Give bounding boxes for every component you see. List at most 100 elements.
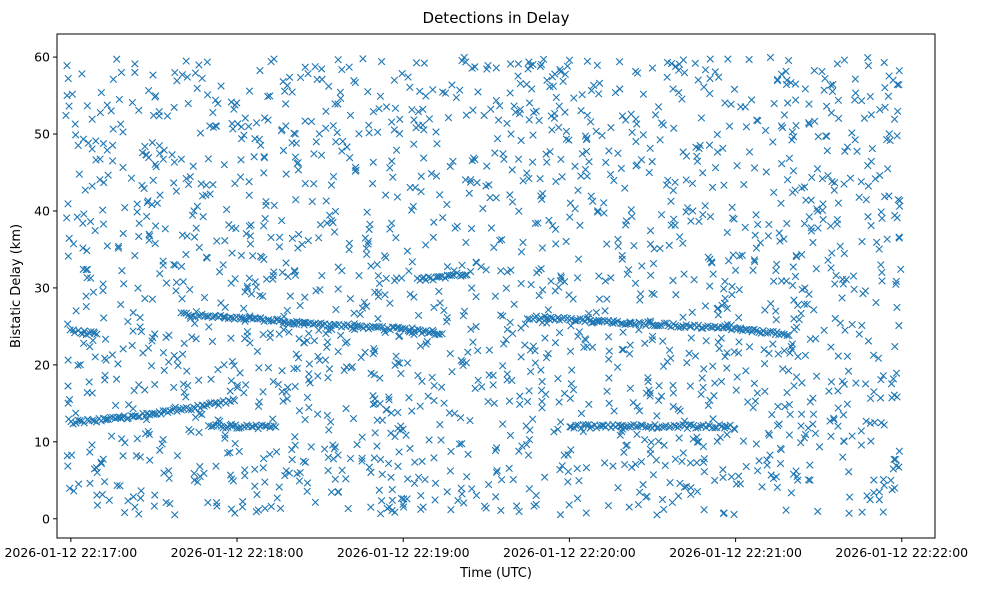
detection-point xyxy=(139,349,147,357)
detection-point xyxy=(503,325,512,334)
detection-point xyxy=(610,176,618,185)
detection-point xyxy=(529,131,537,139)
detection-point xyxy=(464,450,472,458)
detection-point xyxy=(294,166,303,174)
detection-point xyxy=(862,196,870,204)
detection-point xyxy=(467,325,475,334)
detection-point xyxy=(831,280,839,288)
detection-point xyxy=(188,211,197,219)
detection-point xyxy=(552,177,560,186)
detection-point xyxy=(222,424,230,432)
detection-point xyxy=(151,330,159,338)
detection-point xyxy=(104,171,112,179)
detection-point xyxy=(772,307,780,315)
detection-point xyxy=(633,69,642,77)
detection-point xyxy=(474,88,482,96)
detection-point xyxy=(853,147,861,156)
detection-point xyxy=(462,58,470,66)
detection-point xyxy=(766,327,775,336)
detection-point xyxy=(517,136,525,145)
detection-point xyxy=(410,140,418,148)
detection-point xyxy=(220,160,228,169)
detection-point xyxy=(517,353,525,361)
detection-point xyxy=(64,200,72,208)
detection-point xyxy=(547,277,555,285)
detection-point xyxy=(62,214,71,222)
detection-point xyxy=(284,272,292,281)
detection-point xyxy=(233,383,242,392)
detection-point xyxy=(618,251,626,260)
detection-point xyxy=(99,455,107,463)
detection-point xyxy=(547,313,555,322)
detection-point xyxy=(162,498,170,507)
detection-point xyxy=(313,410,322,418)
detection-point xyxy=(288,455,296,464)
detection-point xyxy=(728,291,736,299)
detection-point xyxy=(227,377,236,385)
detection-point xyxy=(174,361,182,370)
detection-point xyxy=(499,150,507,158)
detection-point xyxy=(664,321,673,330)
detection-point xyxy=(294,354,303,362)
detection-point xyxy=(583,172,591,180)
detection-point xyxy=(823,147,831,155)
detection-point xyxy=(829,414,838,422)
detection-point xyxy=(211,96,220,104)
detection-point xyxy=(327,216,336,225)
detection-point xyxy=(730,424,738,433)
detection-point xyxy=(506,431,515,440)
detection-point xyxy=(430,396,438,405)
detection-point xyxy=(355,130,363,138)
detection-point xyxy=(433,140,441,148)
detection-point xyxy=(623,270,631,278)
detection-point xyxy=(634,500,643,509)
detection-point xyxy=(179,278,187,286)
detection-point xyxy=(733,373,741,381)
detection-point xyxy=(556,465,564,474)
detection-point xyxy=(542,150,550,158)
detection-point xyxy=(474,346,482,355)
detection-point xyxy=(723,430,731,439)
detection-point xyxy=(522,80,531,89)
detection-point xyxy=(347,364,355,372)
detection-point xyxy=(848,320,856,329)
detection-point xyxy=(626,341,634,349)
detection-point xyxy=(701,302,710,310)
detection-point xyxy=(755,457,763,465)
detection-point xyxy=(86,448,94,456)
detection-point xyxy=(325,365,334,373)
detection-point xyxy=(801,351,810,360)
detection-point xyxy=(351,163,360,172)
detection-point xyxy=(479,204,487,213)
detection-point xyxy=(114,244,123,252)
detection-point xyxy=(552,240,560,248)
detection-point xyxy=(334,55,342,64)
detection-point xyxy=(809,238,817,247)
detection-point xyxy=(155,142,164,150)
detection-point xyxy=(307,443,315,451)
detection-point xyxy=(340,366,348,375)
detection-point xyxy=(484,397,492,406)
detection-point xyxy=(540,473,549,481)
detection-point xyxy=(422,92,430,100)
detection-point xyxy=(851,96,859,104)
detection-point xyxy=(369,158,377,166)
detection-point xyxy=(583,134,591,142)
detection-point xyxy=(141,142,149,151)
detection-point xyxy=(828,87,837,96)
detection-point xyxy=(63,320,72,328)
detection-point xyxy=(394,462,402,471)
detection-point xyxy=(877,208,885,216)
detection-point xyxy=(376,374,384,382)
detection-point xyxy=(333,128,341,137)
detection-point xyxy=(89,288,98,296)
detection-point xyxy=(685,349,693,358)
detection-point xyxy=(803,300,811,308)
detection-point xyxy=(362,244,371,253)
detection-point xyxy=(410,116,418,124)
detection-point xyxy=(151,409,159,418)
detection-point xyxy=(519,177,527,185)
detection-point xyxy=(751,231,759,239)
detection-point xyxy=(322,197,330,205)
detection-point xyxy=(574,255,583,263)
